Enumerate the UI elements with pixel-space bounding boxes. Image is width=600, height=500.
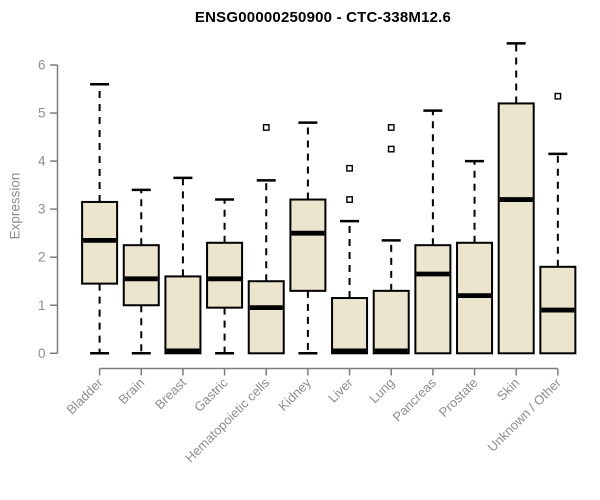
boxplot-group [247,124,285,355]
y-tick-label: 2 [38,250,46,265]
outlier-point [554,92,562,100]
boxplot-group [81,82,119,355]
box [289,198,327,292]
box [372,289,410,355]
outlier-point [262,124,270,131]
outlier-point [346,196,353,203]
box [122,244,160,307]
x-category-label: Unknown / Other [484,375,564,455]
boxplot-group [122,188,160,355]
x-category-label: Brain [115,375,147,407]
y-tick-label: 5 [38,106,46,121]
outlier-point [387,145,395,153]
y-tick-label: 4 [38,154,46,169]
box [206,241,244,309]
y-tick-label: 0 [38,346,46,361]
x-category-label: Liver [325,375,356,406]
boxplot-group [456,159,494,355]
box [331,297,369,355]
boxplot-group [206,198,244,355]
box [247,280,285,355]
y-tick-label: 1 [38,298,46,313]
x-category-label: Gastric [191,375,231,415]
boxplot-group [372,124,410,355]
boxplot-group [164,176,202,355]
chart-title: ENSG00000250900 - CTC-338M12.6 [194,9,452,26]
boxplot-group [331,164,369,355]
boxplot-group [497,42,535,355]
x-category-label: Skin [494,375,522,403]
boxplot-group [289,121,327,355]
y-tick-label: 6 [38,58,46,73]
outlier-point [346,164,353,172]
outlier-point [387,124,395,131]
box [81,200,119,285]
x-category-label: Breast [152,375,189,412]
box [414,244,452,355]
box [164,275,202,355]
x-category-label: Lung [366,375,397,406]
boxplot-group [539,92,577,355]
box [456,241,494,355]
box [497,102,535,355]
x-category-label: Prostate [436,375,481,420]
y-tick-label: 3 [38,202,46,217]
x-category-label: Pancreas [390,375,440,425]
boxplot-group [414,109,452,355]
x-category-label: Bladder [63,375,106,418]
x-category-label: Kidney [275,375,314,414]
